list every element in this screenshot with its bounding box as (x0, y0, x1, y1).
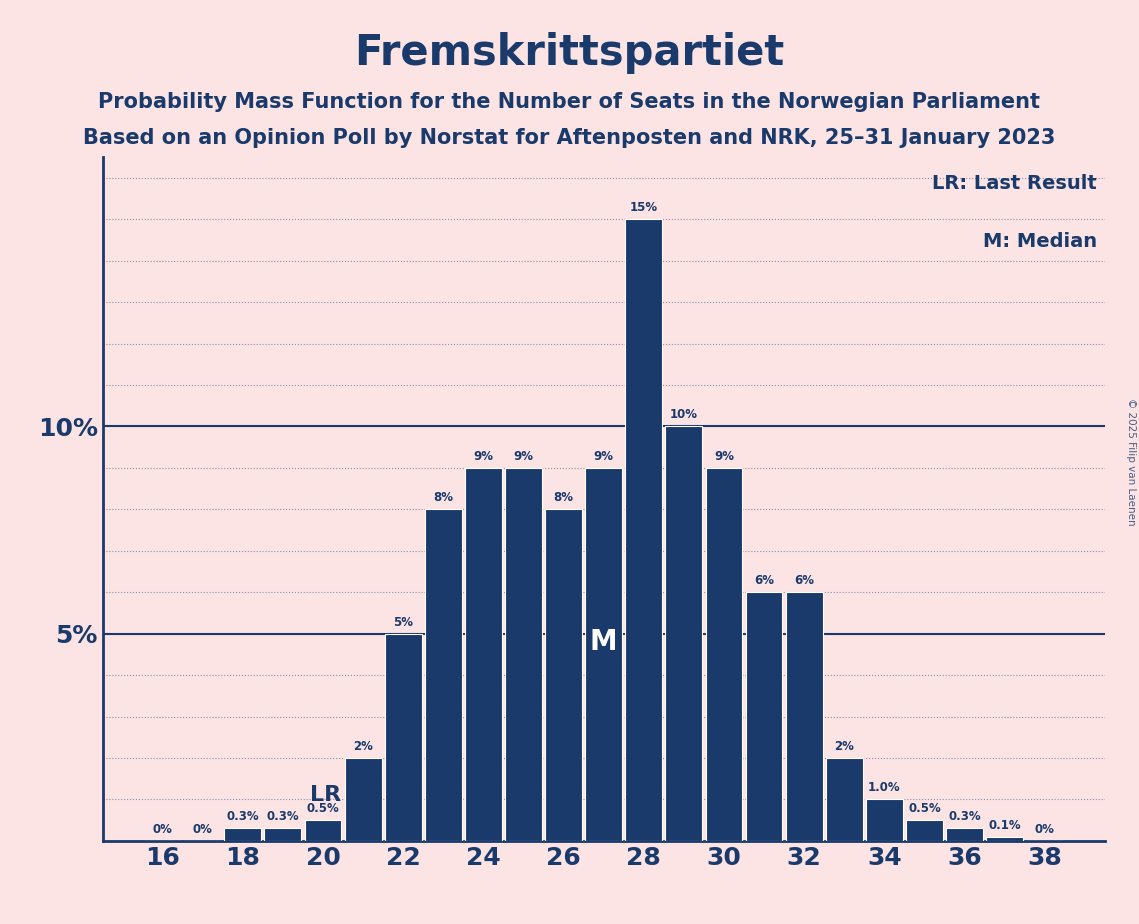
Text: LR: Last Result: LR: Last Result (932, 174, 1097, 193)
Text: 6%: 6% (754, 574, 775, 588)
Text: 6%: 6% (794, 574, 814, 588)
Text: 2%: 2% (834, 740, 854, 753)
Text: Based on an Opinion Poll by Norstat for Aftenposten and NRK, 25–31 January 2023: Based on an Opinion Poll by Norstat for … (83, 128, 1056, 148)
Text: 0.3%: 0.3% (267, 810, 300, 823)
Bar (465, 468, 502, 841)
Text: 9%: 9% (514, 450, 533, 463)
Text: 0%: 0% (1034, 823, 1055, 836)
Text: 15%: 15% (630, 201, 658, 214)
Text: 9%: 9% (474, 450, 493, 463)
Text: Probability Mass Function for the Number of Seats in the Norwegian Parliament: Probability Mass Function for the Number… (98, 92, 1041, 113)
Text: M: Median: M: Median (983, 232, 1097, 250)
Text: 8%: 8% (554, 492, 574, 505)
Bar (264, 829, 302, 841)
Text: 2%: 2% (353, 740, 374, 753)
Bar (906, 821, 943, 841)
Bar (385, 634, 421, 841)
Text: LR: LR (310, 785, 341, 805)
Text: 9%: 9% (593, 450, 614, 463)
Bar (665, 427, 703, 841)
Text: 0.3%: 0.3% (948, 810, 981, 823)
Text: 1.0%: 1.0% (868, 782, 901, 795)
Bar (746, 592, 782, 841)
Text: 0%: 0% (192, 823, 213, 836)
Text: 0%: 0% (153, 823, 173, 836)
Bar (826, 758, 862, 841)
Bar (866, 799, 903, 841)
Bar (585, 468, 622, 841)
Text: 5%: 5% (393, 615, 413, 628)
Bar (546, 509, 582, 841)
Bar (986, 837, 1023, 841)
Bar (947, 829, 983, 841)
Text: M: M (590, 628, 617, 656)
Text: 0.5%: 0.5% (306, 802, 339, 815)
Text: 10%: 10% (670, 408, 698, 421)
Bar (705, 468, 743, 841)
Text: 0.1%: 0.1% (989, 819, 1021, 832)
Bar (625, 219, 662, 841)
Bar (304, 821, 342, 841)
Bar (425, 509, 461, 841)
Bar (505, 468, 542, 841)
Bar (224, 829, 261, 841)
Text: 0.3%: 0.3% (227, 810, 260, 823)
Bar (345, 758, 382, 841)
Text: 8%: 8% (433, 492, 453, 505)
Text: © 2025 Filip van Laenen: © 2025 Filip van Laenen (1126, 398, 1136, 526)
Text: Fremskrittspartiet: Fremskrittspartiet (354, 32, 785, 74)
Bar (786, 592, 822, 841)
Text: 0.5%: 0.5% (908, 802, 941, 815)
Text: 9%: 9% (714, 450, 734, 463)
